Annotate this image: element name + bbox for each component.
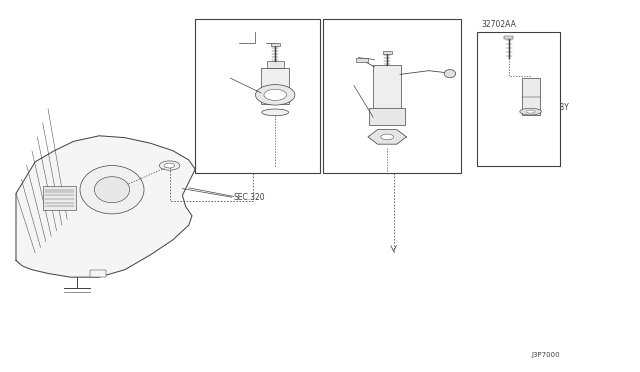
Ellipse shape [381,134,394,140]
Text: PINION TYPE: PINION TYPE [330,23,383,32]
Text: 32702A: 32702A [330,53,359,62]
Ellipse shape [159,161,180,170]
Ellipse shape [262,109,289,116]
Ellipse shape [255,84,295,105]
Text: SEC.320: SEC.320 [234,193,265,202]
Text: 32707N: 32707N [204,38,234,47]
Ellipse shape [95,177,129,203]
Polygon shape [368,130,406,144]
Text: 24348Y: 24348Y [541,103,570,112]
Bar [383,51,392,54]
Ellipse shape [80,166,144,214]
Bar [522,78,540,115]
Bar [43,186,76,210]
Bar [369,108,405,125]
Bar [90,270,106,277]
Text: 32702A: 32702A [268,38,297,47]
Text: 32710: 32710 [204,74,228,83]
Text: PLUG TYPE: PLUG TYPE [202,23,248,32]
Bar [356,58,368,62]
Text: 32702: 32702 [330,81,354,90]
Ellipse shape [444,70,456,78]
Ellipse shape [520,108,541,115]
Text: J3P7000: J3P7000 [531,352,560,358]
Bar [373,65,401,112]
Bar [323,19,461,173]
Bar [504,36,513,39]
Bar [267,61,284,68]
Bar [261,68,289,104]
Ellipse shape [526,110,535,113]
Polygon shape [16,136,195,277]
Bar [195,19,320,173]
Bar [271,43,280,46]
Bar [477,32,560,166]
Ellipse shape [264,89,287,100]
Text: 32702AA: 32702AA [481,20,516,29]
Ellipse shape [164,163,175,168]
